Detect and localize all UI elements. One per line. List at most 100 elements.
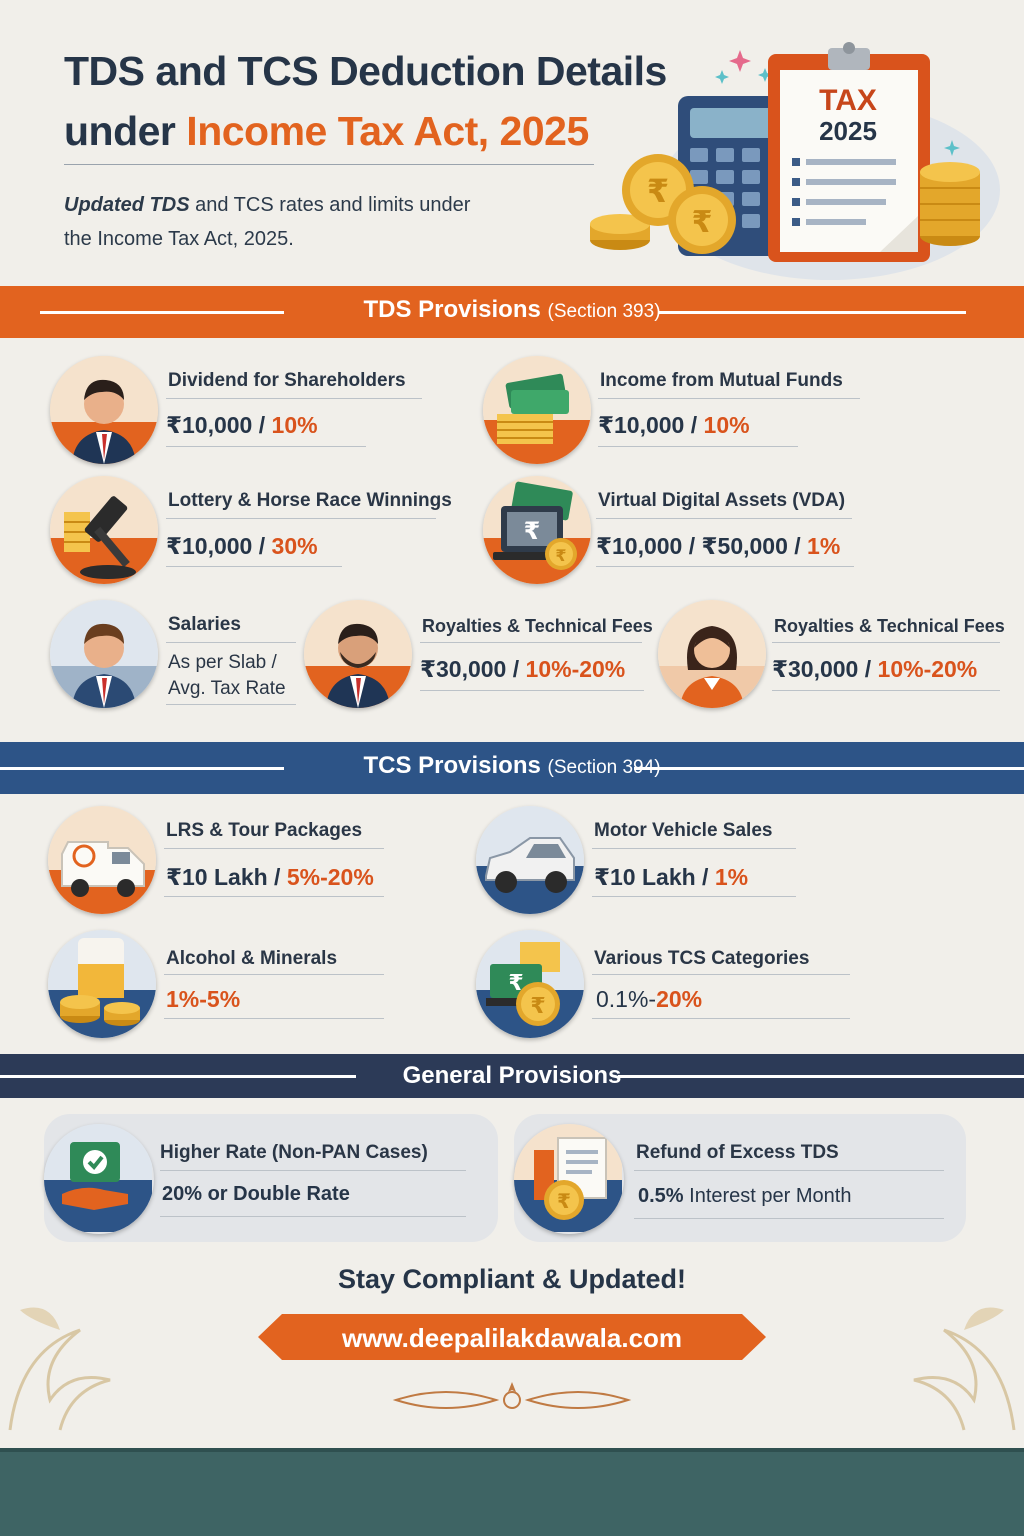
tcs-motor-value: ₹10 Lakh / 1% [594,864,749,890]
divider [166,642,296,643]
subtitle-emphasis: Updated TDS [64,194,190,216]
divider [592,974,850,975]
ornament-right [913,1307,1016,1431]
tds-salaries-title: Salaries [168,614,241,635]
divider [596,518,852,519]
tds-lottery-title: Lottery & Horse Race Winnings [168,490,452,511]
divider [772,690,1000,691]
clipboard-year: 2025 [819,116,877,146]
page-title-line2: under Income Tax Act, 2025 [64,108,589,155]
tds-mutual-funds-title: Income from Mutual Funds [600,370,843,391]
page-title-line1: TDS and TCS Deduction Details [64,48,667,94]
money-stack-icon [483,356,591,464]
svg-text:₹: ₹ [555,546,566,565]
car-icon [476,806,584,914]
tcs-lrs-value: ₹10 Lakh / 5%-20% [166,864,374,890]
general-non-pan-title: Higher Rate (Non-PAN Cases) [160,1142,428,1163]
divider [420,642,642,643]
svg-text:₹: ₹ [508,971,523,996]
divider [164,896,384,897]
tcs-various-value: 0.1%-20% [596,986,703,1012]
divider [634,1218,944,1219]
tax-hero-svg: TAX 2025 ₹ ₹ [590,42,1000,280]
tds-vda-title: Virtual Digital Assets (VDA) [598,490,846,511]
page-subtitle: Updated TDS and TCS rates and limits und… [64,188,494,256]
tds-royalties-2-title: Royalties & Technical Fees [774,616,1005,636]
title-accent: Income Tax Act, 2025 [186,108,589,154]
tcs-section-heading: TCS Provisions (Section 394) [363,752,661,779]
website-ribbon: www.deepalilakdawala.com [258,1314,766,1360]
divider [592,896,796,897]
svg-text:₹: ₹ [647,172,669,210]
divider [592,1018,850,1019]
tax-hero-illustration: TAX 2025 ₹ ₹ [590,40,1010,280]
closing-message: Stay Compliant & Updated! [337,1264,687,1294]
tds-vda-value: ₹10,000 / ₹50,000 / 1% [596,533,841,559]
general-section-heading: General Provisions [402,1062,622,1089]
tcs-section-number: (Section 394) [547,757,661,778]
tds-section-heading: TDS Provisions (Section 393) [363,296,661,323]
divider [166,704,296,705]
tds-royalties-2-value: ₹30,000 / 10%-20% [772,656,978,682]
tcs-lrs-title: LRS & Tour Packages [166,820,363,841]
general-section-band: General Provisions [0,1054,1024,1098]
divider-flourish [392,1382,632,1409]
clipboard-tax-word: TAX [819,84,877,117]
website-link[interactable]: www.deepalilakdawala.com [341,1323,683,1353]
divider [166,446,366,447]
title-prefix: under [64,108,187,154]
divider [166,566,342,567]
tds-dividend-value: ₹10,000 / 10% [166,412,318,438]
divider [166,518,436,519]
svg-text:₹: ₹ [524,517,541,545]
tcs-rupee-icon: ₹ ₹ [476,930,584,1038]
tds-royalties-title: Royalties & Technical Fees [422,616,653,636]
laptop-rupee-icon: ₹ ₹ [483,476,591,584]
ornament-left [8,1307,111,1431]
tds-section-number: (Section 393) [547,301,661,322]
tcs-alcohol-value: 1%-5% [166,986,241,1012]
svg-text:₹: ₹ [692,205,713,240]
divider [634,1170,944,1171]
tds-mutual-funds-value: ₹10,000 / 10% [598,412,750,438]
general-non-pan-value: 20% or Double Rate [162,1183,350,1205]
shareholder-man-icon [50,356,158,464]
alcohol-coins-icon [48,930,156,1038]
divider [592,848,796,849]
divider [596,566,854,567]
general-refund-title: Refund of Excess TDS [636,1142,839,1163]
divider [164,974,384,975]
refund-document-icon: ₹ [514,1124,624,1234]
bearded-man-icon [304,600,412,708]
tcs-various-title: Various TCS Categories [594,948,810,969]
tcs-section-band: TCS Provisions (Section 394) [0,742,1024,794]
divider [160,1170,466,1171]
tcs-alcohol-title: Alcohol & Minerals [166,948,338,969]
svg-text:₹: ₹ [557,1189,571,1213]
tcs-motor-title: Motor Vehicle Sales [594,820,773,841]
svg-text:₹: ₹ [530,994,545,1019]
tds-royalties-value: ₹30,000 / 10%-20% [420,656,626,682]
employee-man-icon [50,600,158,708]
van-icon [48,806,156,914]
divider [166,398,422,399]
divider [164,848,384,849]
divider [598,398,860,399]
tds-dividend-title: Dividend for Shareholders [168,370,406,391]
divider [164,1018,384,1019]
general-refund-value: 0.5% Interest per Month [638,1185,852,1207]
header-divider [64,164,594,165]
tds-salaries-value: As per Slab / Avg. Tax Rate [168,652,286,699]
pan-check-icon [44,1124,154,1234]
divider [772,642,1000,643]
divider [420,690,644,691]
woman-icon [658,600,766,708]
divider [598,446,798,447]
tds-lottery-value: ₹10,000 / 30% [166,533,318,559]
subtitle-line2: the Income Tax Act, 2025. [64,228,294,250]
tds-section-band: TDS Provisions (Section 393) [0,286,1024,338]
subtitle-rest: and TCS rates and limits under [189,194,471,216]
gavel-coins-icon [50,476,158,584]
footer-band [0,1448,1024,1536]
